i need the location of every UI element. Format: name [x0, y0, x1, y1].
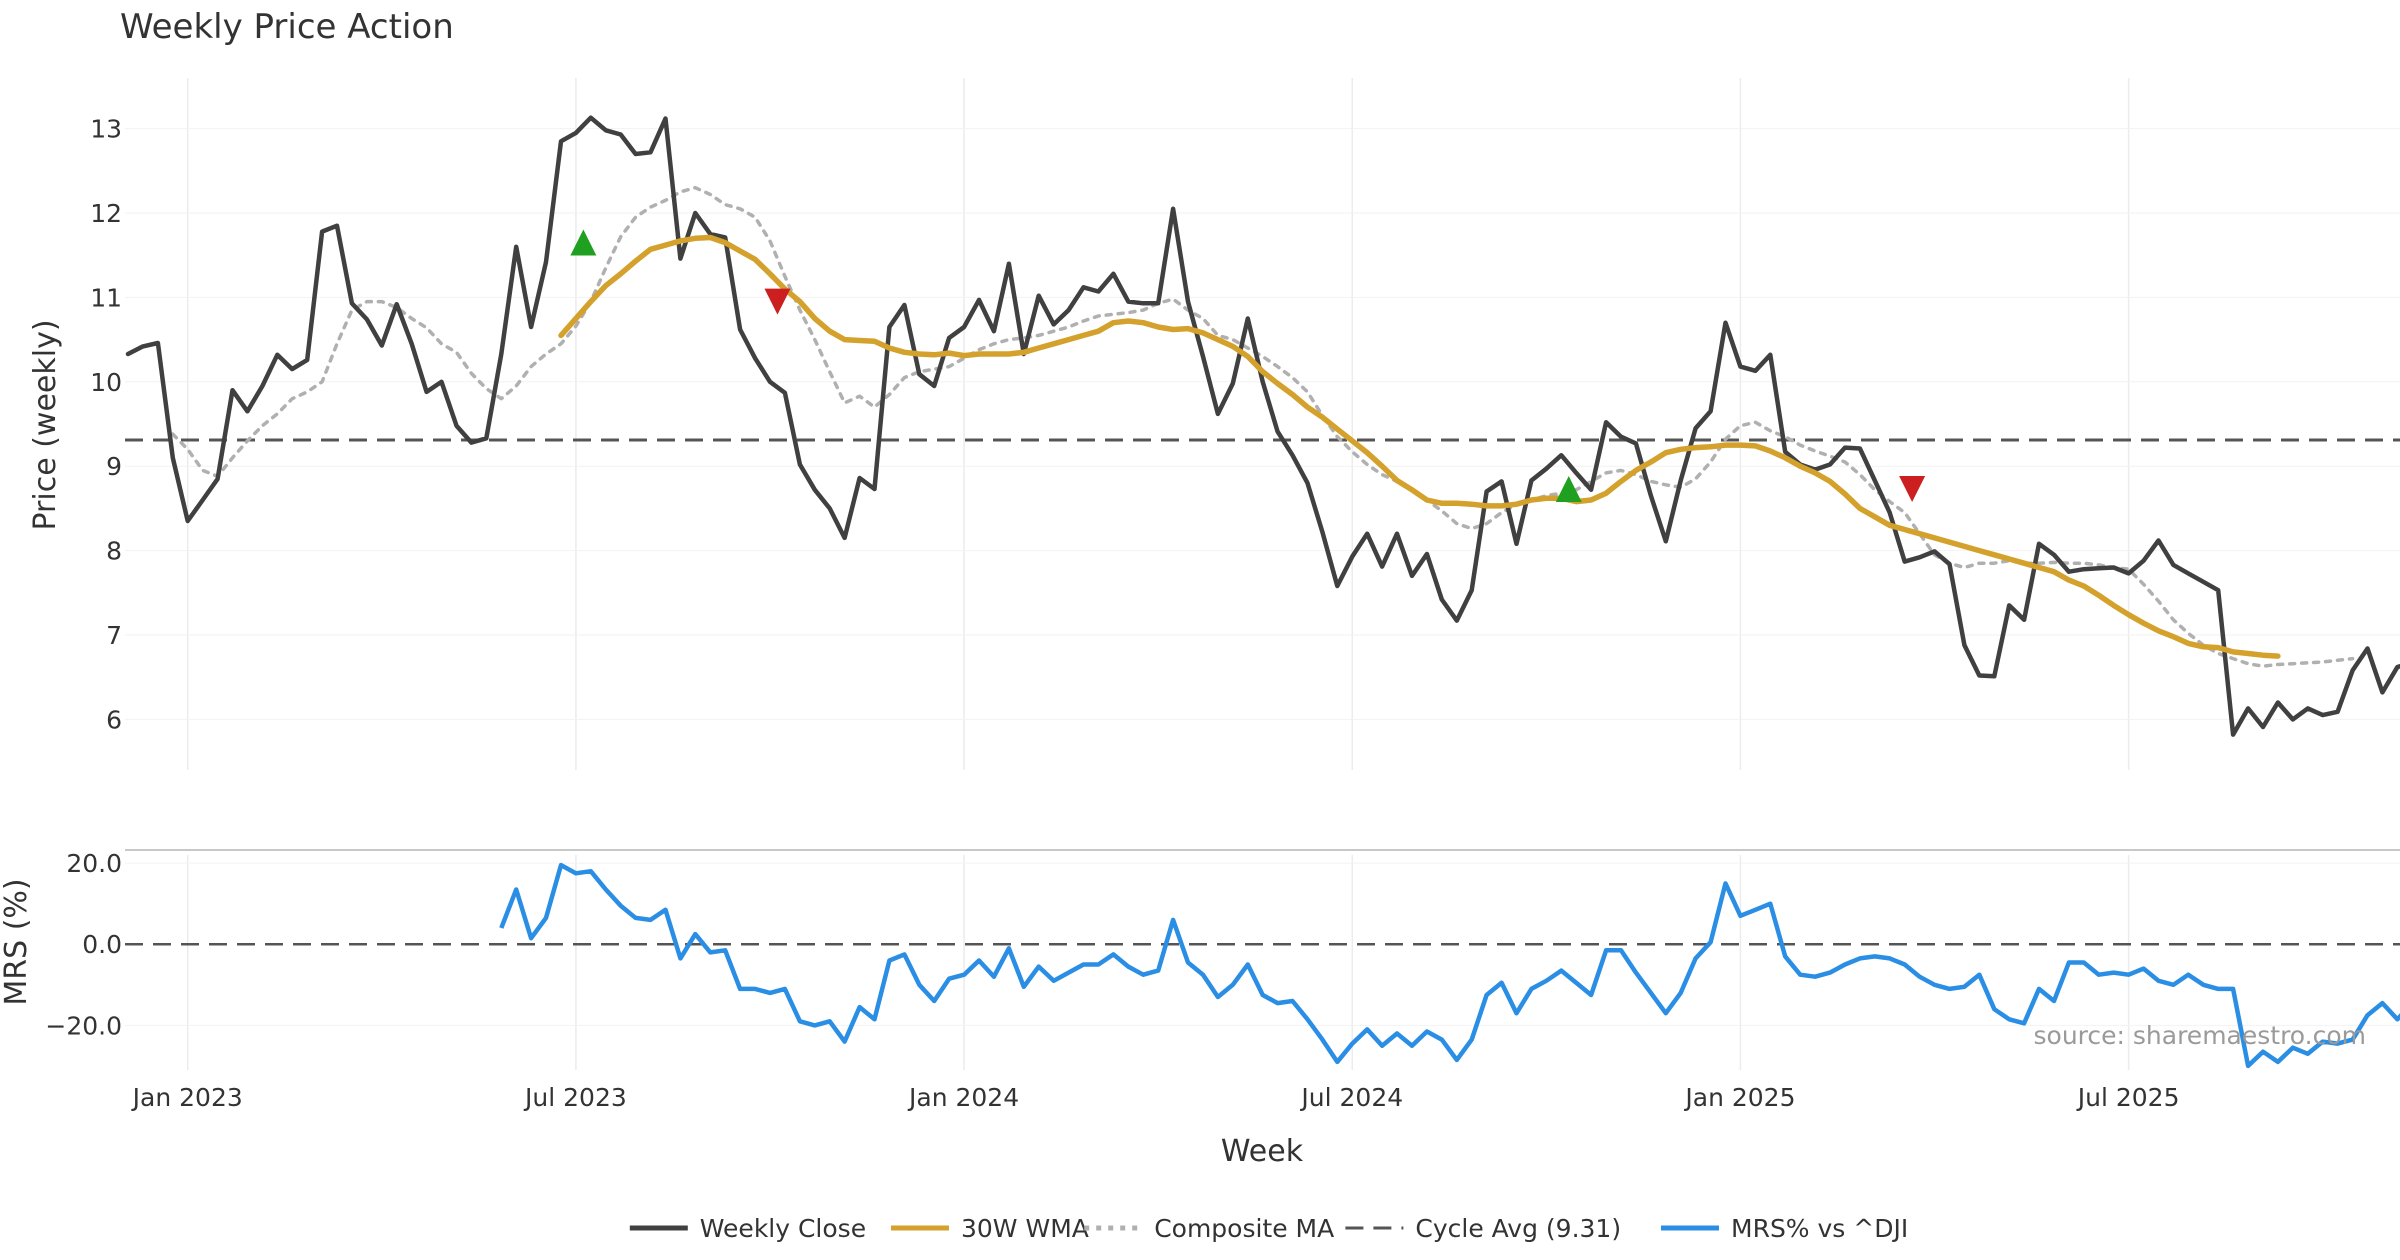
price-y-tick-label: 11: [90, 283, 122, 312]
legend-item: Cycle Avg (9.31): [1345, 1214, 1621, 1243]
mrs-series: [499, 862, 2400, 1069]
signal-markers: [570, 229, 1926, 502]
mrs-line: [499, 862, 2400, 1069]
legend-item: MRS% vs ^DJI: [1661, 1214, 1908, 1243]
legend-item: Composite MA: [1084, 1214, 1334, 1243]
wma-30w-line: [558, 234, 2281, 659]
mrs-y-label: MRS (%): [0, 878, 34, 1005]
mrs-y-ticks: 20.0 0.0 −20.0: [45, 849, 122, 1040]
x-tick-label: Jul 2024: [1299, 1083, 1403, 1112]
price-y-ticks: 6 7 8 9 10 11 12 13: [90, 115, 122, 735]
buy-signal-marker: [570, 229, 597, 256]
legend-label: Cycle Avg (9.31): [1415, 1214, 1621, 1243]
legend-label: Weekly Close: [700, 1214, 866, 1243]
mrs-y-tick-label: 20.0: [66, 849, 122, 878]
sell-signal-marker: [764, 288, 791, 315]
legend-label: MRS% vs ^DJI: [1731, 1214, 1908, 1243]
x-tick-label: Jan 2023: [131, 1083, 243, 1112]
legend: Weekly Close 30W WMA Composite MA Cycle Avg…: [629, 1214, 1908, 1243]
mrs-y-tick-label: −20.0: [45, 1011, 122, 1040]
price-y-tick-label: 8: [106, 537, 122, 566]
price-y-tick-label: 12: [90, 199, 122, 228]
chart-title: Weekly Price Action: [120, 7, 454, 47]
legend-item: 30W WMA: [891, 1214, 1089, 1243]
price-y-tick-label: 9: [106, 452, 122, 481]
weekly-close-line: [125, 115, 2400, 737]
legend-label: Composite MA: [1154, 1214, 1334, 1243]
price-y-tick-label: 7: [106, 621, 122, 650]
sell-signal-marker: [1899, 475, 1926, 502]
price-series: [125, 115, 2400, 737]
buy-signal-marker: [1555, 475, 1582, 502]
x-tick-label: Jul 2023: [523, 1083, 627, 1112]
composite-ma-line: [171, 185, 2355, 668]
legend-label: 30W WMA: [961, 1214, 1089, 1243]
price-y-tick-label: 6: [106, 705, 122, 734]
legend-item: Weekly Close: [629, 1214, 866, 1243]
x-axis-label: Week: [1221, 1134, 1304, 1169]
price-y-tick-label: 13: [90, 115, 122, 144]
x-tick-label: Jan 2025: [1683, 1083, 1795, 1112]
x-tick-label: Jan 2024: [907, 1083, 1019, 1112]
source-credit: source: sharemaestro.com: [2034, 1021, 2367, 1050]
price-y-label: Price (weekly): [28, 319, 63, 530]
price-y-tick-label: 10: [90, 368, 122, 397]
x-ticks: Jan 2023 Jul 2023 Jan 2024 Jul 2024 Jan 2025…: [131, 1083, 2180, 1112]
mrs-y-tick-label: 0.0: [82, 930, 122, 959]
x-tick-label: Jul 2025: [2076, 1083, 2180, 1112]
